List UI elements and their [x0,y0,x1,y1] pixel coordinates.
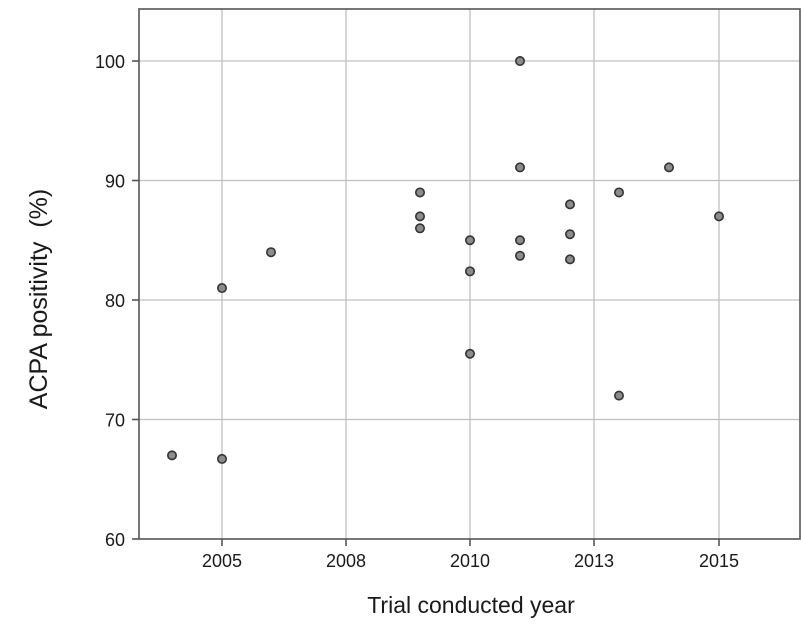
data-point [414,211,425,222]
data-point [663,162,674,173]
y-tick-label: 80 [105,291,125,311]
data-point [514,162,525,173]
y-tick-label: 70 [105,411,125,431]
x-tick-label: 2015 [699,551,739,571]
data-point [514,250,525,261]
data-point [414,223,425,234]
x-tick-label: 2010 [450,551,490,571]
data-point [514,235,525,246]
data-point [514,55,525,66]
data-point [613,390,624,401]
x-tick-label: 2013 [574,551,614,571]
data-point [167,450,178,461]
x-tick-label: 2008 [326,551,366,571]
data-point [217,283,228,294]
data-point [414,187,425,198]
x-axis-title: Trial conducted year [367,592,575,618]
data-point [217,453,228,464]
data-point [713,211,724,222]
data-point [265,247,276,258]
y-tick-label: 100 [95,52,125,72]
y-tick-label: 60 [105,530,125,550]
x-tick-label: 2005 [202,551,242,571]
data-point [464,235,475,246]
data-point [564,229,575,240]
x-axis: 2005 2008 2010 2013 2015 [202,539,739,571]
data-point [464,348,475,359]
data-point [564,254,575,265]
data-point [464,266,475,277]
y-tick-label: 90 [105,172,125,192]
data-point [613,187,624,198]
data-point [564,199,575,210]
y-axis-title: ACPA positivity (%) [25,189,53,409]
grid [139,9,800,539]
data-series [167,55,724,464]
y-axis: 60 70 80 90 100 [95,52,139,550]
